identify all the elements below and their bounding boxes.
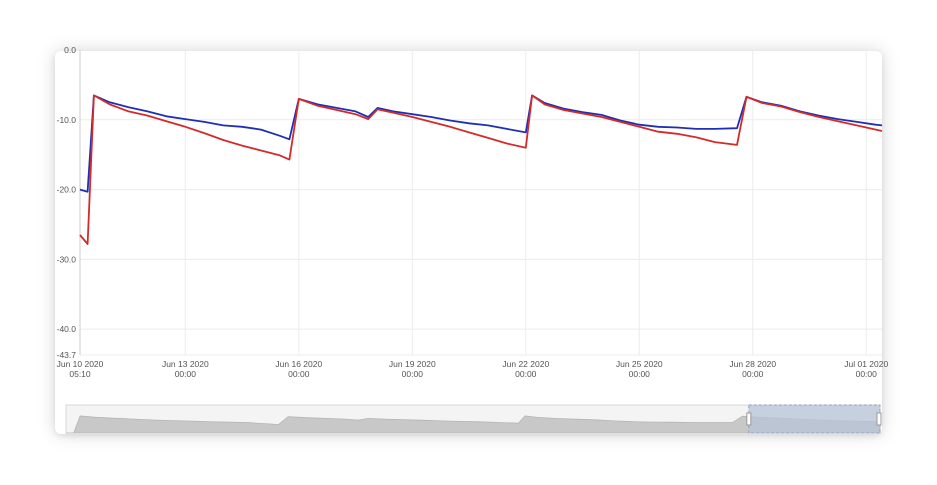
x-tick-label: Jun 19 2020: [389, 359, 436, 369]
navigator-left-handle[interactable]: [746, 412, 752, 426]
x-tick-label: Jun 28 2020: [729, 359, 776, 369]
y-tick-label: 0.0: [64, 45, 76, 55]
x-tick-sublabel: 00:00: [629, 369, 651, 379]
y-tick-label: -43.7: [57, 350, 77, 360]
navigator-right-handle[interactable]: [876, 412, 882, 426]
x-tick-sublabel: 00:00: [175, 369, 197, 379]
y-tick-label: -30.0: [57, 254, 77, 264]
gridlines: [79, 49, 882, 356]
series-line-2: [79, 94, 883, 245]
x-tick-sublabel: 00:00: [402, 369, 424, 379]
y-tick-label: -40.0: [57, 324, 77, 334]
series-line-1: [79, 94, 883, 193]
chart-card: [55, 51, 882, 434]
x-tick-label: Jun 25 2020: [616, 359, 663, 369]
y-axis: 0.0 -10.0 -20.0 -30.0 -40.0 -43.7: [57, 45, 81, 360]
x-tick-sublabel: 05:10: [69, 369, 91, 379]
x-tick-sublabel: 00:00: [856, 369, 878, 379]
plot-area: [79, 94, 883, 245]
x-tick-sublabel: 00:00: [742, 369, 764, 379]
range-navigator[interactable]: [65, 404, 882, 434]
y-tick-label: -20.0: [57, 185, 77, 195]
x-tick-label: Jun 10 2020: [57, 359, 104, 369]
x-tick-sublabel: 00:00: [515, 369, 537, 379]
x-tick-sublabel: 00:00: [288, 369, 310, 379]
y-tick-label: -10.0: [57, 115, 77, 125]
x-tick-label: Jun 22 2020: [502, 359, 549, 369]
x-tick-label: Jun 13 2020: [162, 359, 209, 369]
x-tick-label: Jul 01 2020: [844, 359, 888, 369]
navigator-selection[interactable]: [748, 404, 881, 434]
x-tick-label: Jun 16 2020: [275, 359, 322, 369]
